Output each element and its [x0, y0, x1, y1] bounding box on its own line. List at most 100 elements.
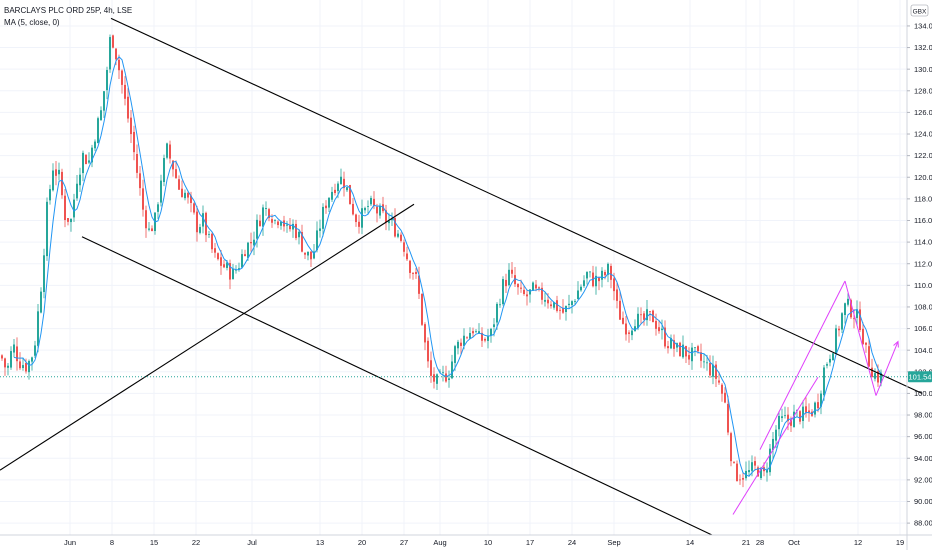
time-axis[interactable]: Jun 8 15 22 Jul 13 20 27 Aug 10 17 24 Sep 14 21 28 Oct 12… — [64, 538, 904, 547]
candle-body — [871, 367, 873, 378]
candle-body — [103, 91, 105, 111]
candle-body — [259, 220, 261, 227]
candle-body — [775, 429, 777, 441]
candle-body — [73, 199, 75, 218]
candle-body — [499, 304, 501, 306]
candle-body — [364, 207, 366, 211]
price-tick-label: 94.00 — [914, 454, 932, 463]
time-tick-label: Jun — [64, 538, 76, 547]
candle-body — [805, 406, 807, 413]
candle-body — [598, 277, 600, 282]
time-tick-label: 8 — [110, 538, 114, 547]
candle-body — [301, 232, 303, 252]
candle-body — [79, 174, 81, 186]
price-tick-label: 106.00 — [914, 324, 932, 333]
candle-body — [13, 344, 15, 353]
candle-body — [211, 233, 213, 250]
candle-body — [538, 287, 540, 289]
candle-body — [160, 180, 162, 203]
candle-body — [127, 96, 129, 119]
candle-body — [658, 327, 660, 332]
time-tick-label: 13 — [316, 538, 324, 547]
candle-body — [376, 206, 378, 214]
candle-body — [649, 311, 651, 313]
candle-body — [226, 262, 228, 268]
candle-body — [100, 110, 102, 120]
candle-body — [559, 309, 561, 311]
candle-body — [10, 351, 12, 368]
candle-body — [760, 467, 762, 479]
candle-body — [322, 206, 324, 229]
candle-body — [244, 254, 246, 257]
candle-body — [250, 241, 252, 244]
currency-badge-label: GBX — [913, 8, 927, 15]
candle-body — [631, 330, 633, 336]
candle-body — [817, 402, 819, 409]
candle-body — [520, 287, 522, 289]
channel-lower-line — [81, 236, 713, 536]
candle-body — [790, 419, 792, 426]
currency-badge[interactable]: GBX — [910, 4, 929, 17]
candle-body — [589, 271, 591, 273]
candle-body — [655, 320, 657, 329]
candle-body — [121, 70, 123, 85]
time-tick-label: Oct — [788, 538, 801, 547]
candle-body — [31, 357, 33, 362]
candle-body — [232, 269, 234, 280]
candle-body — [235, 269, 237, 271]
candle-body — [49, 189, 51, 201]
candle-body — [310, 251, 312, 260]
candle-body — [214, 248, 216, 253]
candle-body — [670, 338, 672, 349]
candle-body — [223, 264, 225, 268]
candle-body — [646, 309, 648, 321]
candle-body — [553, 302, 555, 308]
candle-body — [202, 213, 204, 227]
candle-body — [643, 313, 645, 320]
price-tick-label: 90.00 — [914, 497, 932, 506]
last-price-label: 101.54 — [908, 371, 932, 383]
price-axis[interactable]: 88.0090.0092.0094.0096.0098.00100.00102.… — [907, 22, 932, 528]
candle-body — [493, 324, 495, 327]
candle-body — [604, 271, 606, 276]
time-tick-label: 22 — [192, 538, 200, 547]
candle-body — [625, 323, 627, 335]
candle-body — [37, 311, 39, 346]
candle-body — [337, 183, 339, 192]
candle-body — [349, 185, 351, 205]
candle-body — [877, 371, 879, 383]
time-tick-label: 28 — [756, 538, 764, 547]
candle-body — [112, 35, 114, 48]
time-tick-label: 10 — [484, 538, 492, 547]
indicator-title[interactable]: MA (5, close, 0) — [4, 18, 60, 27]
candle-body — [76, 183, 78, 199]
candle-body — [388, 221, 390, 224]
candle-body — [256, 219, 258, 239]
price-tick-label: 108.00 — [914, 303, 932, 312]
candle-body — [727, 403, 729, 433]
candle-body — [298, 231, 300, 238]
candle-body — [397, 233, 399, 237]
candle-body — [142, 188, 144, 210]
price-tick-label: 92.00 — [914, 475, 932, 484]
candle-body — [751, 462, 753, 471]
chart-grid — [0, 0, 907, 535]
candle-body — [316, 230, 318, 251]
candle-body — [562, 307, 564, 313]
symbol-title[interactable]: BARCLAYS PLC ORD 25P, 4h, LSE — [4, 6, 133, 15]
candle-body — [583, 280, 585, 287]
candle-body — [229, 263, 231, 280]
candle-body — [88, 160, 90, 163]
candle-body — [403, 242, 405, 252]
candle-body — [550, 304, 552, 307]
candle-body — [832, 353, 834, 361]
candle-body — [130, 117, 132, 135]
candle-body — [436, 374, 438, 384]
candle-body — [586, 272, 588, 279]
candle-body — [532, 282, 534, 291]
price-tick-label: 104.00 — [914, 346, 932, 355]
time-tick-label: 24 — [568, 538, 576, 547]
candle-body — [868, 346, 870, 367]
candle-body — [193, 203, 195, 213]
